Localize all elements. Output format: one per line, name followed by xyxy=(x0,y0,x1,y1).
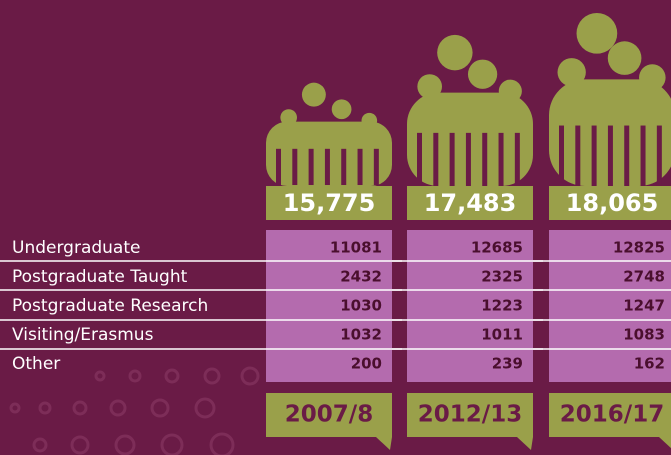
icon-stripe xyxy=(624,126,629,188)
cell-value: 162 xyxy=(634,355,665,373)
row-label: Postgraduate Research xyxy=(12,296,208,316)
cell-value: 1011 xyxy=(481,326,523,344)
cell-value: 1030 xyxy=(340,297,382,315)
cell-value: 2748 xyxy=(623,268,665,286)
icon-stripe xyxy=(374,149,379,185)
icon-stripe xyxy=(450,133,455,187)
icon-head xyxy=(280,109,297,126)
icon-stripe xyxy=(499,133,504,187)
cell-value: 1223 xyxy=(481,297,523,315)
cell-value: 200 xyxy=(351,355,382,373)
icon-head xyxy=(417,74,442,99)
year-label: 2016/17 xyxy=(560,402,664,428)
icon-head xyxy=(332,99,352,119)
icon-stripe xyxy=(417,133,422,187)
icon-head xyxy=(577,13,618,54)
icon-stripe xyxy=(641,126,646,188)
icon-head xyxy=(608,41,642,75)
icon-stripe xyxy=(657,126,662,188)
cell-value: 11081 xyxy=(330,239,382,257)
icon-stripe xyxy=(559,126,564,188)
icon-stripe xyxy=(292,149,297,185)
icon-head xyxy=(468,60,497,89)
cell-value: 2432 xyxy=(340,268,382,286)
icon-head xyxy=(558,58,586,86)
cell-value: 12825 xyxy=(613,239,665,257)
cell-value: 1083 xyxy=(623,326,665,344)
cell-value: 12685 xyxy=(471,239,523,257)
icon-stripe xyxy=(592,126,597,188)
icon-stripe xyxy=(325,149,330,185)
total: 15,775 xyxy=(283,189,376,217)
icon-head xyxy=(499,80,522,103)
infographic: Undergraduate Postgraduate Taught Postgrad… xyxy=(0,0,671,455)
icon-stripe xyxy=(276,149,281,185)
icon-stripe xyxy=(309,149,314,185)
icon-stripe xyxy=(358,149,363,185)
total: 17,483 xyxy=(424,189,517,217)
icon-head xyxy=(639,64,666,91)
total: 18,065 xyxy=(566,189,659,217)
cell-value: 1032 xyxy=(340,326,382,344)
icon-stripe xyxy=(515,133,520,187)
icon-head xyxy=(362,113,378,129)
icon-head xyxy=(302,83,326,107)
icon-stripe xyxy=(433,133,438,187)
cell-value: 239 xyxy=(492,355,523,373)
year-label: 2012/13 xyxy=(418,402,522,428)
row-label: Postgraduate Taught xyxy=(12,267,188,287)
icon-stripe xyxy=(482,133,487,187)
cell-value: 2325 xyxy=(481,268,523,286)
icon-head xyxy=(437,35,472,70)
icon-stripe xyxy=(608,126,613,188)
icon-stripe xyxy=(341,149,346,185)
row-label: Undergraduate xyxy=(12,238,140,258)
row-label: Other xyxy=(12,354,60,374)
icon-stripe xyxy=(575,126,580,188)
cell-value: 1247 xyxy=(623,297,665,315)
icon-stripe xyxy=(466,133,471,187)
row-label: Visiting/Erasmus xyxy=(12,325,154,345)
year-label: 2007/8 xyxy=(285,402,373,428)
